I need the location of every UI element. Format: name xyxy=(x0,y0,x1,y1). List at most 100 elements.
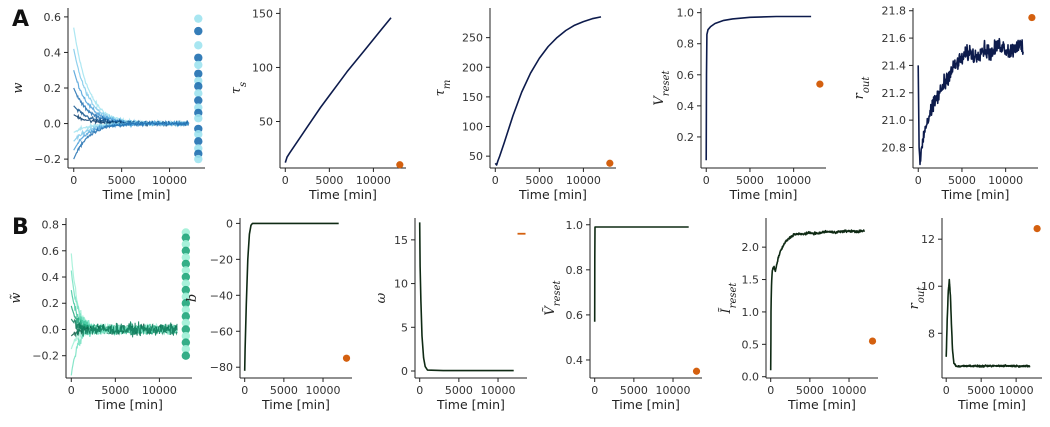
y-tick-label: 0.0 xyxy=(44,118,62,131)
y-tick-label: 250 xyxy=(462,32,483,45)
y-tick-label: 0.5 xyxy=(742,338,760,351)
series-line xyxy=(705,15,812,161)
x-tick-label: 10000 xyxy=(152,174,187,187)
y-tick-label: 21.0 xyxy=(882,114,907,127)
y-axis-label: Ṽreset xyxy=(542,279,563,315)
target-weight-point xyxy=(194,154,203,164)
y-tick-label: 1.0 xyxy=(742,306,760,319)
y-tick-label: 0.2 xyxy=(677,131,695,144)
target-weight-point xyxy=(194,26,203,36)
weight-trace xyxy=(73,119,190,160)
x-tick-label: 10000 xyxy=(776,174,811,187)
target-marker xyxy=(692,367,701,375)
y-tick-label: 0 xyxy=(226,217,233,230)
y-tick-label: 0.6 xyxy=(677,69,695,82)
y-axis-label: b xyxy=(185,294,200,302)
x-tick-label: 10000 xyxy=(566,174,601,187)
x-axis-label: Time [min] xyxy=(94,397,163,412)
x-tick-label: 0 xyxy=(68,384,75,397)
target-marker xyxy=(868,337,877,345)
x-axis-label: Time [min] xyxy=(787,397,856,412)
x-tick-label: 10000 xyxy=(356,174,391,187)
target-weight-point xyxy=(194,41,203,50)
x-tick-label: 0 xyxy=(241,384,248,397)
target-weight-point xyxy=(181,272,191,282)
x-tick-label: 5000 xyxy=(796,384,824,397)
y-tick-label: −0.2 xyxy=(34,153,61,166)
y-tick-label: 20.8 xyxy=(882,141,907,154)
weight-traces xyxy=(70,253,178,376)
y-tick-label: 2.0 xyxy=(742,241,760,254)
y-axis-label: τm xyxy=(433,80,453,97)
target-marker xyxy=(1028,13,1036,22)
x-tick-label: 0 xyxy=(70,174,77,187)
target-weight-point xyxy=(181,246,191,255)
y-tick-label: 12 xyxy=(921,233,935,246)
target-weight-point xyxy=(181,312,191,321)
x-tick-label: 0 xyxy=(492,174,499,187)
y-tick-label: −80 xyxy=(210,361,233,374)
y-axis-label: Ĩreset xyxy=(718,282,739,315)
y-tick-label: 21.8 xyxy=(882,5,907,18)
y-tick-label: −20 xyxy=(210,253,233,266)
target-marker xyxy=(1033,224,1041,233)
y-tick-label: 0.8 xyxy=(566,264,584,277)
x-axis-label: Time [min] xyxy=(957,397,1026,412)
target-weight-point xyxy=(181,351,191,360)
x-tick-label: 0 xyxy=(915,174,922,187)
x-tick-label: 10000 xyxy=(999,384,1034,397)
y-tick-label: −40 xyxy=(210,289,233,302)
target-marker xyxy=(606,159,614,167)
y-tick-label: 5 xyxy=(401,321,408,334)
series-line xyxy=(945,278,1031,368)
x-tick-label: 5000 xyxy=(967,384,995,397)
y-tick-label: 1.0 xyxy=(677,7,695,20)
y-axis-label: rout xyxy=(852,76,872,100)
y-axis-label: rout xyxy=(907,286,927,310)
x-tick-label: 5000 xyxy=(270,384,298,397)
x-axis-label: Time [min] xyxy=(308,187,377,202)
y-axis-label: w xyxy=(11,82,26,93)
target-weight-point xyxy=(181,259,191,269)
y-tick-label: 0.4 xyxy=(42,271,60,284)
target-weight-point xyxy=(181,240,191,249)
y-axis-label: ω xyxy=(374,292,389,303)
weight-traces xyxy=(73,27,190,160)
y-tick-label: 0.2 xyxy=(44,82,62,95)
target-weight-point xyxy=(181,285,191,295)
y-axis-label: w̃ xyxy=(9,292,24,303)
target-weight-point xyxy=(181,253,191,262)
y-tick-label: 0.0 xyxy=(42,323,60,336)
x-tick-label: 5000 xyxy=(620,384,648,397)
series-line xyxy=(418,222,514,372)
x-tick-label: 5000 xyxy=(101,384,129,397)
y-tick-label: 100 xyxy=(462,121,483,134)
y-tick-label: 21.2 xyxy=(882,87,907,100)
target-weight-point xyxy=(194,82,203,91)
series-line xyxy=(769,229,866,371)
target-weight-point xyxy=(181,299,191,308)
y-tick-label: 1.0 xyxy=(566,219,584,232)
x-tick-label: 10000 xyxy=(656,384,691,397)
target-weight-point xyxy=(194,137,203,146)
y-tick-label: 100 xyxy=(252,61,273,74)
x-axis-label: Time [min] xyxy=(261,397,330,412)
target-weight-point xyxy=(181,233,191,242)
y-tick-label: 0.2 xyxy=(42,297,60,310)
target-weight-point xyxy=(181,331,191,341)
y-tick-label: 200 xyxy=(462,61,483,74)
x-tick-label: 5000 xyxy=(445,384,473,397)
x-axis-label: Time [min] xyxy=(436,397,505,412)
x-tick-label: 0 xyxy=(282,174,289,187)
y-tick-label: 8 xyxy=(928,327,935,340)
target-weight-point xyxy=(181,266,191,275)
y-tick-label: 15 xyxy=(394,234,408,247)
target-marker xyxy=(816,80,824,88)
